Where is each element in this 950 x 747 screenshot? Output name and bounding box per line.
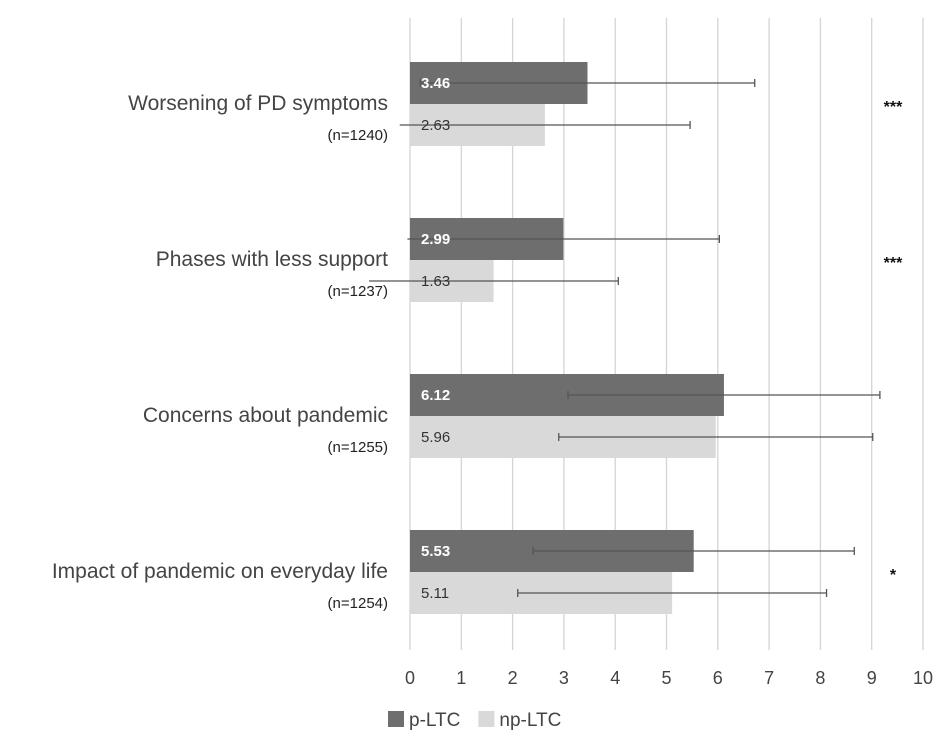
x-tick-label-9: 9 — [867, 668, 877, 688]
x-tick-label-2: 2 — [508, 668, 518, 688]
value-label-p-LTC-2: 6.12 — [421, 387, 450, 404]
x-tick-label-7: 7 — [764, 668, 774, 688]
significance-marker-0: *** — [884, 99, 903, 116]
x-tick-label-4: 4 — [610, 668, 620, 688]
category-n-0: (n=1240) — [328, 127, 388, 144]
value-label-np-LTC-1: 1.63 — [421, 273, 450, 290]
x-tick-label-10: 10 — [913, 668, 933, 688]
value-label-np-LTC-3: 5.11 — [421, 585, 449, 602]
error-bar-p-LTC-0 — [419, 79, 756, 87]
x-tick-label-5: 5 — [661, 668, 671, 688]
x-axis-ticks: 0 1 2 3 4 5 6 7 8 9 10 — [405, 668, 933, 688]
x-tick-label-0: 0 — [405, 668, 415, 688]
value-label-p-LTC-0: 3.46 — [421, 75, 450, 92]
x-tick-label-1: 1 — [456, 668, 466, 688]
significance-marker-1: *** — [884, 255, 903, 272]
error-bar-np-LTC-0 — [399, 121, 691, 129]
error-bar-np-LTC-3 — [517, 589, 828, 597]
category-n-2: (n=1255) — [328, 439, 388, 456]
category-label-0: Worsening of PD symptoms — [128, 92, 388, 115]
x-tick-label-8: 8 — [815, 668, 825, 688]
legend-label-np-LTC: np-LTC — [499, 710, 561, 731]
error-bar-p-LTC-3 — [532, 547, 855, 555]
x-tick-label-6: 6 — [713, 668, 723, 688]
category-n-3: (n=1254) — [328, 595, 388, 612]
value-label-np-LTC-2: 5.96 — [421, 429, 450, 446]
category-label-2: Concerns about pandemic — [143, 404, 388, 427]
legend-swatch-p-LTC — [388, 711, 404, 727]
error-bar-p-LTC-1 — [407, 235, 720, 243]
legend: p-LTC np-LTC — [388, 710, 561, 731]
value-labels-group: 3.46 2.63 2.99 1.63 6.12 5.96 5.53 5.11 — [421, 75, 450, 602]
legend-label-p-LTC: p-LTC — [409, 710, 460, 731]
error-bar-np-LTC-1 — [368, 277, 619, 285]
value-label-p-LTC-1: 2.99 — [421, 231, 450, 248]
category-label-1: Phases with less support — [156, 248, 388, 271]
error-bar-p-LTC-2 — [567, 391, 881, 399]
category-n-1: (n=1237) — [328, 283, 388, 300]
error-bars-group — [368, 79, 881, 597]
value-label-p-LTC-3: 5.53 — [421, 543, 450, 560]
bars-group — [410, 62, 724, 614]
category-label-3: Impact of pandemic on everyday life — [52, 560, 388, 583]
value-label-np-LTC-0: 2.63 — [421, 117, 450, 134]
category-labels-group: Worsening of PD symptoms (n=1240) Phases w… — [52, 92, 388, 612]
x-tick-label-3: 3 — [559, 668, 569, 688]
error-bar-np-LTC-2 — [558, 433, 874, 441]
legend-swatch-np-LTC — [478, 711, 495, 727]
significance-markers-group: ******* — [884, 99, 903, 584]
significance-marker-3: * — [890, 567, 897, 584]
